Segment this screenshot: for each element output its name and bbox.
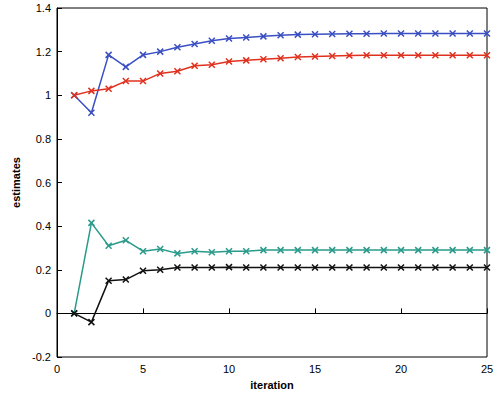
svg-text:-0.2: -0.2 <box>32 351 51 363</box>
svg-text:0.4: 0.4 <box>36 220 51 232</box>
svg-text:0: 0 <box>45 307 51 319</box>
svg-text:20: 20 <box>395 363 407 375</box>
svg-text:10: 10 <box>223 363 235 375</box>
svg-text:15: 15 <box>309 363 321 375</box>
svg-text:0.6: 0.6 <box>36 177 51 189</box>
svg-text:5: 5 <box>140 363 146 375</box>
svg-text:1.4: 1.4 <box>36 2 51 14</box>
svg-text:1.2: 1.2 <box>36 46 51 58</box>
svg-text:iteration: iteration <box>250 379 294 391</box>
svg-text:25: 25 <box>481 363 493 375</box>
svg-text:0.2: 0.2 <box>36 264 51 276</box>
svg-text:0.8: 0.8 <box>36 133 51 145</box>
svg-text:1: 1 <box>45 89 51 101</box>
svg-text:0: 0 <box>54 363 60 375</box>
svg-text:estimates: estimates <box>10 157 22 208</box>
